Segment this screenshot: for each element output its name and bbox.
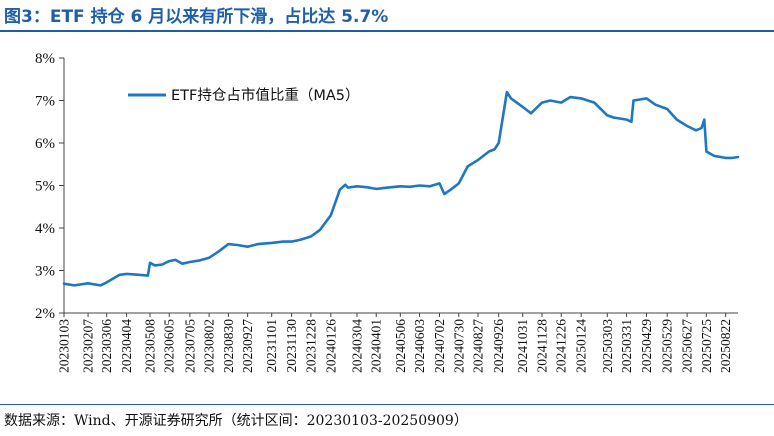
- chart-title: 图3：ETF 持仓 6 月以来有所下滑，占比达 5.7%: [4, 7, 389, 27]
- series-group: [62, 90, 740, 287]
- series-line: [62, 90, 740, 287]
- x-tick-label: 20240506: [393, 319, 408, 373]
- x-tick-label: 20250303: [600, 319, 615, 373]
- x-axis: 20230103 20230207 20230306 20230404 20230508…: [57, 313, 733, 373]
- x-tick-label: 20230927: [240, 319, 255, 373]
- y-axis: 2% 3% 4% 5% 6% 7% 8%: [35, 51, 64, 322]
- y-tick-label: 6%: [35, 136, 55, 152]
- x-tick-label: 20240730: [451, 319, 466, 373]
- x-tick-label: 20230404: [119, 319, 134, 373]
- x-tick-label: 20240603: [412, 319, 427, 373]
- x-tick-label: 20231130: [284, 319, 299, 373]
- y-tick-label: 2%: [35, 306, 55, 322]
- x-tick-label: 20240304: [349, 319, 364, 373]
- legend: ETF持仓占市值比重（MA5）: [128, 87, 360, 104]
- x-tick-label: 20250429: [639, 319, 654, 373]
- x-tick-label: 20240926: [491, 319, 506, 373]
- x-tick-label: 20230705: [182, 319, 197, 373]
- x-tick-label: 20250725: [699, 319, 714, 373]
- x-tick-label: 20230103: [57, 319, 72, 373]
- x-tick-label: 20230306: [99, 319, 114, 373]
- chart: 2%3%4%5%6%7%8% 20230103 20230207 20230306 2…: [35, 51, 740, 373]
- x-tick-label: 20250124: [574, 319, 589, 373]
- y-tick-label: 5%: [35, 179, 55, 195]
- x-tick-label: 20240126: [323, 319, 338, 373]
- x-tick-label: 20240401: [369, 319, 384, 373]
- x-tick-label: 20240827: [471, 319, 486, 373]
- x-tick-label: 20231101: [264, 319, 279, 373]
- x-tick-label: 20250529: [660, 319, 675, 373]
- y-tick-label: 4%: [35, 221, 55, 237]
- legend-label: ETF持仓占市值比重（MA5）: [171, 87, 360, 104]
- x-tick-label: 20231228: [303, 319, 318, 373]
- x-tick-label: 20230508: [142, 319, 157, 373]
- x-tick-label: 20250822: [718, 319, 733, 373]
- data-source: 数据来源：Wind、开源证券研究所（统计区间：20230103-20250909…: [4, 413, 468, 429]
- x-tick-label: 20241226: [554, 319, 569, 373]
- x-tick-label: 20241128: [534, 319, 549, 373]
- x-tick-label: 20230207: [81, 319, 96, 373]
- x-tick-label: 20230802: [202, 319, 217, 373]
- x-tick-label: 20230830: [221, 319, 236, 373]
- title-rule: [0, 30, 774, 32]
- x-tick-label: 20240702: [432, 319, 447, 373]
- x-tick-label: 20241031: [515, 319, 530, 373]
- footer-rule: [0, 404, 774, 405]
- y-tick-label: 3%: [35, 264, 55, 280]
- x-tick-label: 20230605: [162, 319, 177, 373]
- x-tick-label: 20250331: [619, 319, 634, 373]
- y-tick-label: 7%: [35, 94, 55, 110]
- y-tick-label: 8%: [35, 51, 55, 67]
- x-tick-label: 20250627: [680, 319, 695, 373]
